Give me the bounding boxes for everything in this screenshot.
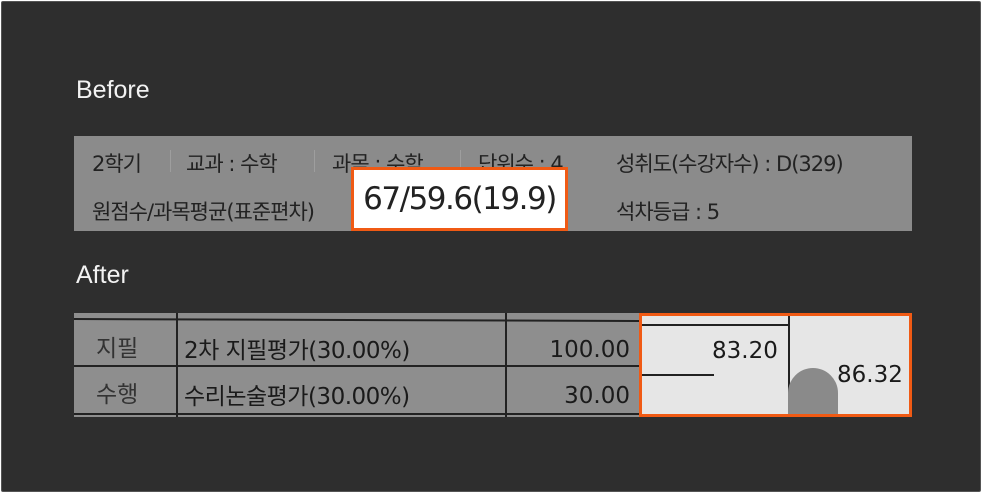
raw-score-label: 원점수/과목평균(표준편차) xyxy=(92,200,315,224)
table-line xyxy=(505,313,507,417)
after-score-table: 지필 2차 지필평가(30.00%) 100.00 수행 수리논술평가(30.0… xyxy=(74,313,912,417)
before-report-card: 2학기 교과 : 수학 과목 : 수학 단위수 : 4 성취도(수강자수) : … xyxy=(74,136,912,231)
eval-max: 100.00 xyxy=(549,337,630,363)
semester: 2학기 xyxy=(92,152,142,176)
achievement: 성취도(수강자수) : D(329) xyxy=(616,152,844,176)
highlighted-score: 67/59.6(19.9) xyxy=(351,167,568,231)
table-line xyxy=(176,313,178,417)
eval-name: 2차 지필평가(30.00%) xyxy=(184,338,410,364)
score: 83.20 xyxy=(712,338,778,364)
divider xyxy=(460,150,461,172)
eval-type: 지필 xyxy=(96,336,139,362)
table-line xyxy=(74,413,639,415)
table-line xyxy=(642,324,788,326)
total-score: 86.32 xyxy=(837,362,903,388)
rank-grade: 석차등급 : 5 xyxy=(616,200,720,224)
table-line xyxy=(642,374,714,376)
table-line xyxy=(788,316,790,414)
eval-max: 30.00 xyxy=(564,383,630,409)
before-label: Before xyxy=(76,76,150,104)
table-line xyxy=(74,365,639,367)
after-label: After xyxy=(76,261,129,289)
shadow xyxy=(788,368,838,414)
eval-type: 수행 xyxy=(96,382,139,408)
divider xyxy=(314,150,315,172)
eval-name: 수리논술평가(30.00%) xyxy=(184,384,410,410)
highlighted-scores: 83.20 86.32 xyxy=(639,313,912,417)
subject-group: 교과 : 수학 xyxy=(186,152,278,176)
divider xyxy=(170,150,171,172)
table-line xyxy=(74,318,640,322)
